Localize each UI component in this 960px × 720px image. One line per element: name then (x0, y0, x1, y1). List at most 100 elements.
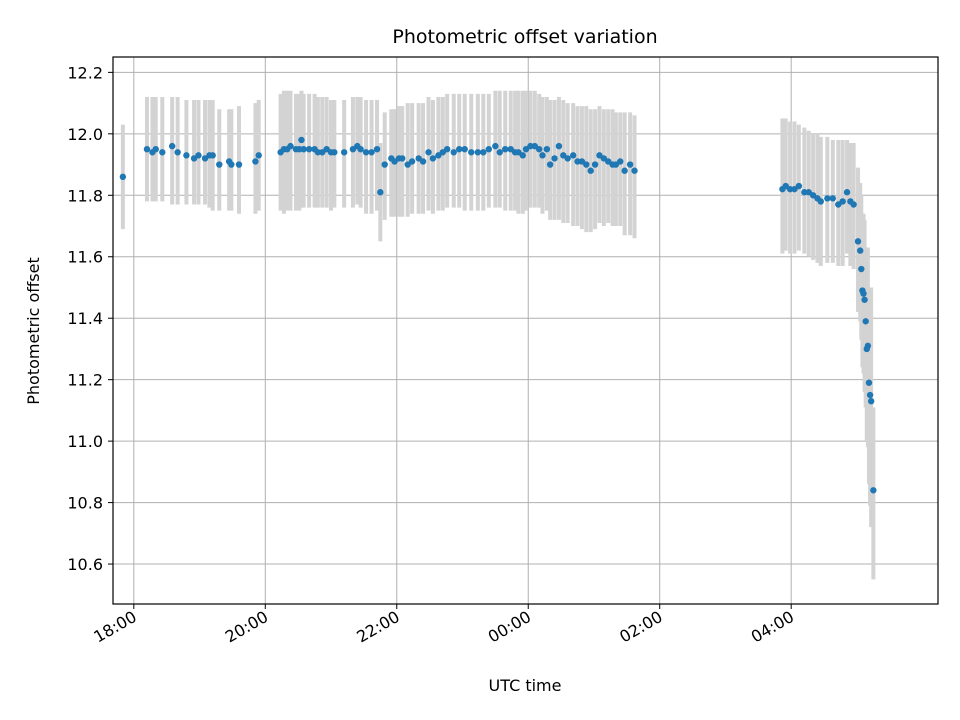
data-point (824, 195, 831, 202)
data-point (862, 318, 869, 325)
data-point (861, 296, 868, 303)
data-point (801, 189, 808, 196)
data-point (496, 149, 503, 156)
data-point (429, 155, 437, 162)
data-point (583, 161, 590, 168)
y-tick-label: 11.8 (67, 186, 103, 205)
data-point (425, 149, 432, 156)
data-point (860, 290, 867, 297)
data-point (817, 198, 824, 205)
data-point (377, 189, 384, 196)
data-point (569, 152, 577, 159)
data-point (305, 145, 313, 153)
data-point (456, 145, 463, 153)
data-point (461, 145, 468, 153)
data-point (866, 391, 874, 399)
data-point (543, 145, 551, 153)
data-point (408, 158, 416, 165)
data-point (443, 145, 451, 153)
data-point (362, 149, 370, 156)
data-point (857, 247, 864, 254)
y-tick-label: 12.2 (67, 63, 103, 82)
data-point (296, 145, 303, 153)
data-point (864, 342, 872, 350)
data-point (368, 149, 375, 156)
data-point (591, 161, 599, 168)
data-point (159, 149, 166, 156)
data-points (119, 136, 877, 494)
y-tick-label: 10.8 (67, 494, 103, 513)
data-point (381, 161, 388, 168)
data-point (399, 155, 406, 162)
data-point (331, 149, 338, 156)
data-point (474, 149, 482, 156)
data-point (143, 145, 151, 153)
data-point (174, 149, 181, 156)
data-point (168, 142, 176, 150)
data-point (870, 487, 877, 494)
data-point (209, 152, 216, 159)
data-point (252, 158, 259, 165)
data-point (829, 195, 837, 202)
data-point (287, 142, 294, 150)
data-point (235, 161, 243, 168)
y-tick-label: 11.2 (67, 371, 103, 390)
data-point (519, 152, 526, 159)
data-point (795, 182, 803, 190)
data-point (450, 149, 457, 156)
data-point (485, 145, 492, 153)
data-point (867, 397, 875, 405)
data-point (574, 158, 581, 165)
data-point (228, 161, 235, 168)
data-point (854, 238, 862, 245)
data-point (502, 145, 509, 153)
data-point (551, 155, 558, 162)
data-point (419, 158, 427, 165)
data-point (839, 198, 846, 205)
data-point (119, 173, 127, 181)
data-point (314, 149, 322, 156)
y-tick-label: 11.4 (67, 309, 103, 328)
y-tick-label: 12.0 (67, 125, 103, 144)
data-point (621, 167, 628, 174)
data-point (843, 189, 851, 196)
data-point (195, 152, 202, 159)
y-axis-title: Photometric offset (24, 257, 43, 405)
chart-title: Photometric offset variation (392, 26, 657, 48)
y-axis-ticks: 10.6 10.8 11.0 11.2 11.4 11.6 11.8 12.0 12.2 (67, 63, 113, 574)
data-point (535, 145, 543, 153)
data-point (183, 152, 190, 159)
data-point (152, 145, 159, 153)
data-point (858, 265, 865, 273)
data-point (340, 149, 348, 156)
data-point (626, 161, 634, 168)
data-point (587, 167, 594, 174)
data-point (850, 201, 857, 208)
data-point (631, 167, 638, 174)
data-point (255, 152, 262, 159)
data-point (546, 161, 554, 168)
y-tick-label: 11.6 (67, 248, 103, 267)
data-point (373, 145, 381, 153)
data-point (865, 379, 873, 386)
data-point (492, 142, 499, 150)
data-point (480, 149, 487, 156)
y-tick-label: 11.0 (67, 432, 103, 451)
data-point (539, 152, 546, 159)
data-point (216, 161, 223, 168)
data-point (357, 145, 364, 153)
y-tick-label: 10.6 (67, 555, 103, 574)
data-point (300, 145, 307, 153)
data-point (298, 136, 305, 144)
plot-frame (112, 56, 939, 605)
data-point (555, 142, 563, 150)
data-point (617, 158, 624, 165)
data-point (527, 142, 534, 150)
grid-lines (113, 57, 938, 604)
data-point (786, 185, 794, 193)
x-axis-title: UTC time (489, 676, 562, 695)
data-point (564, 155, 571, 162)
data-point (468, 149, 475, 156)
